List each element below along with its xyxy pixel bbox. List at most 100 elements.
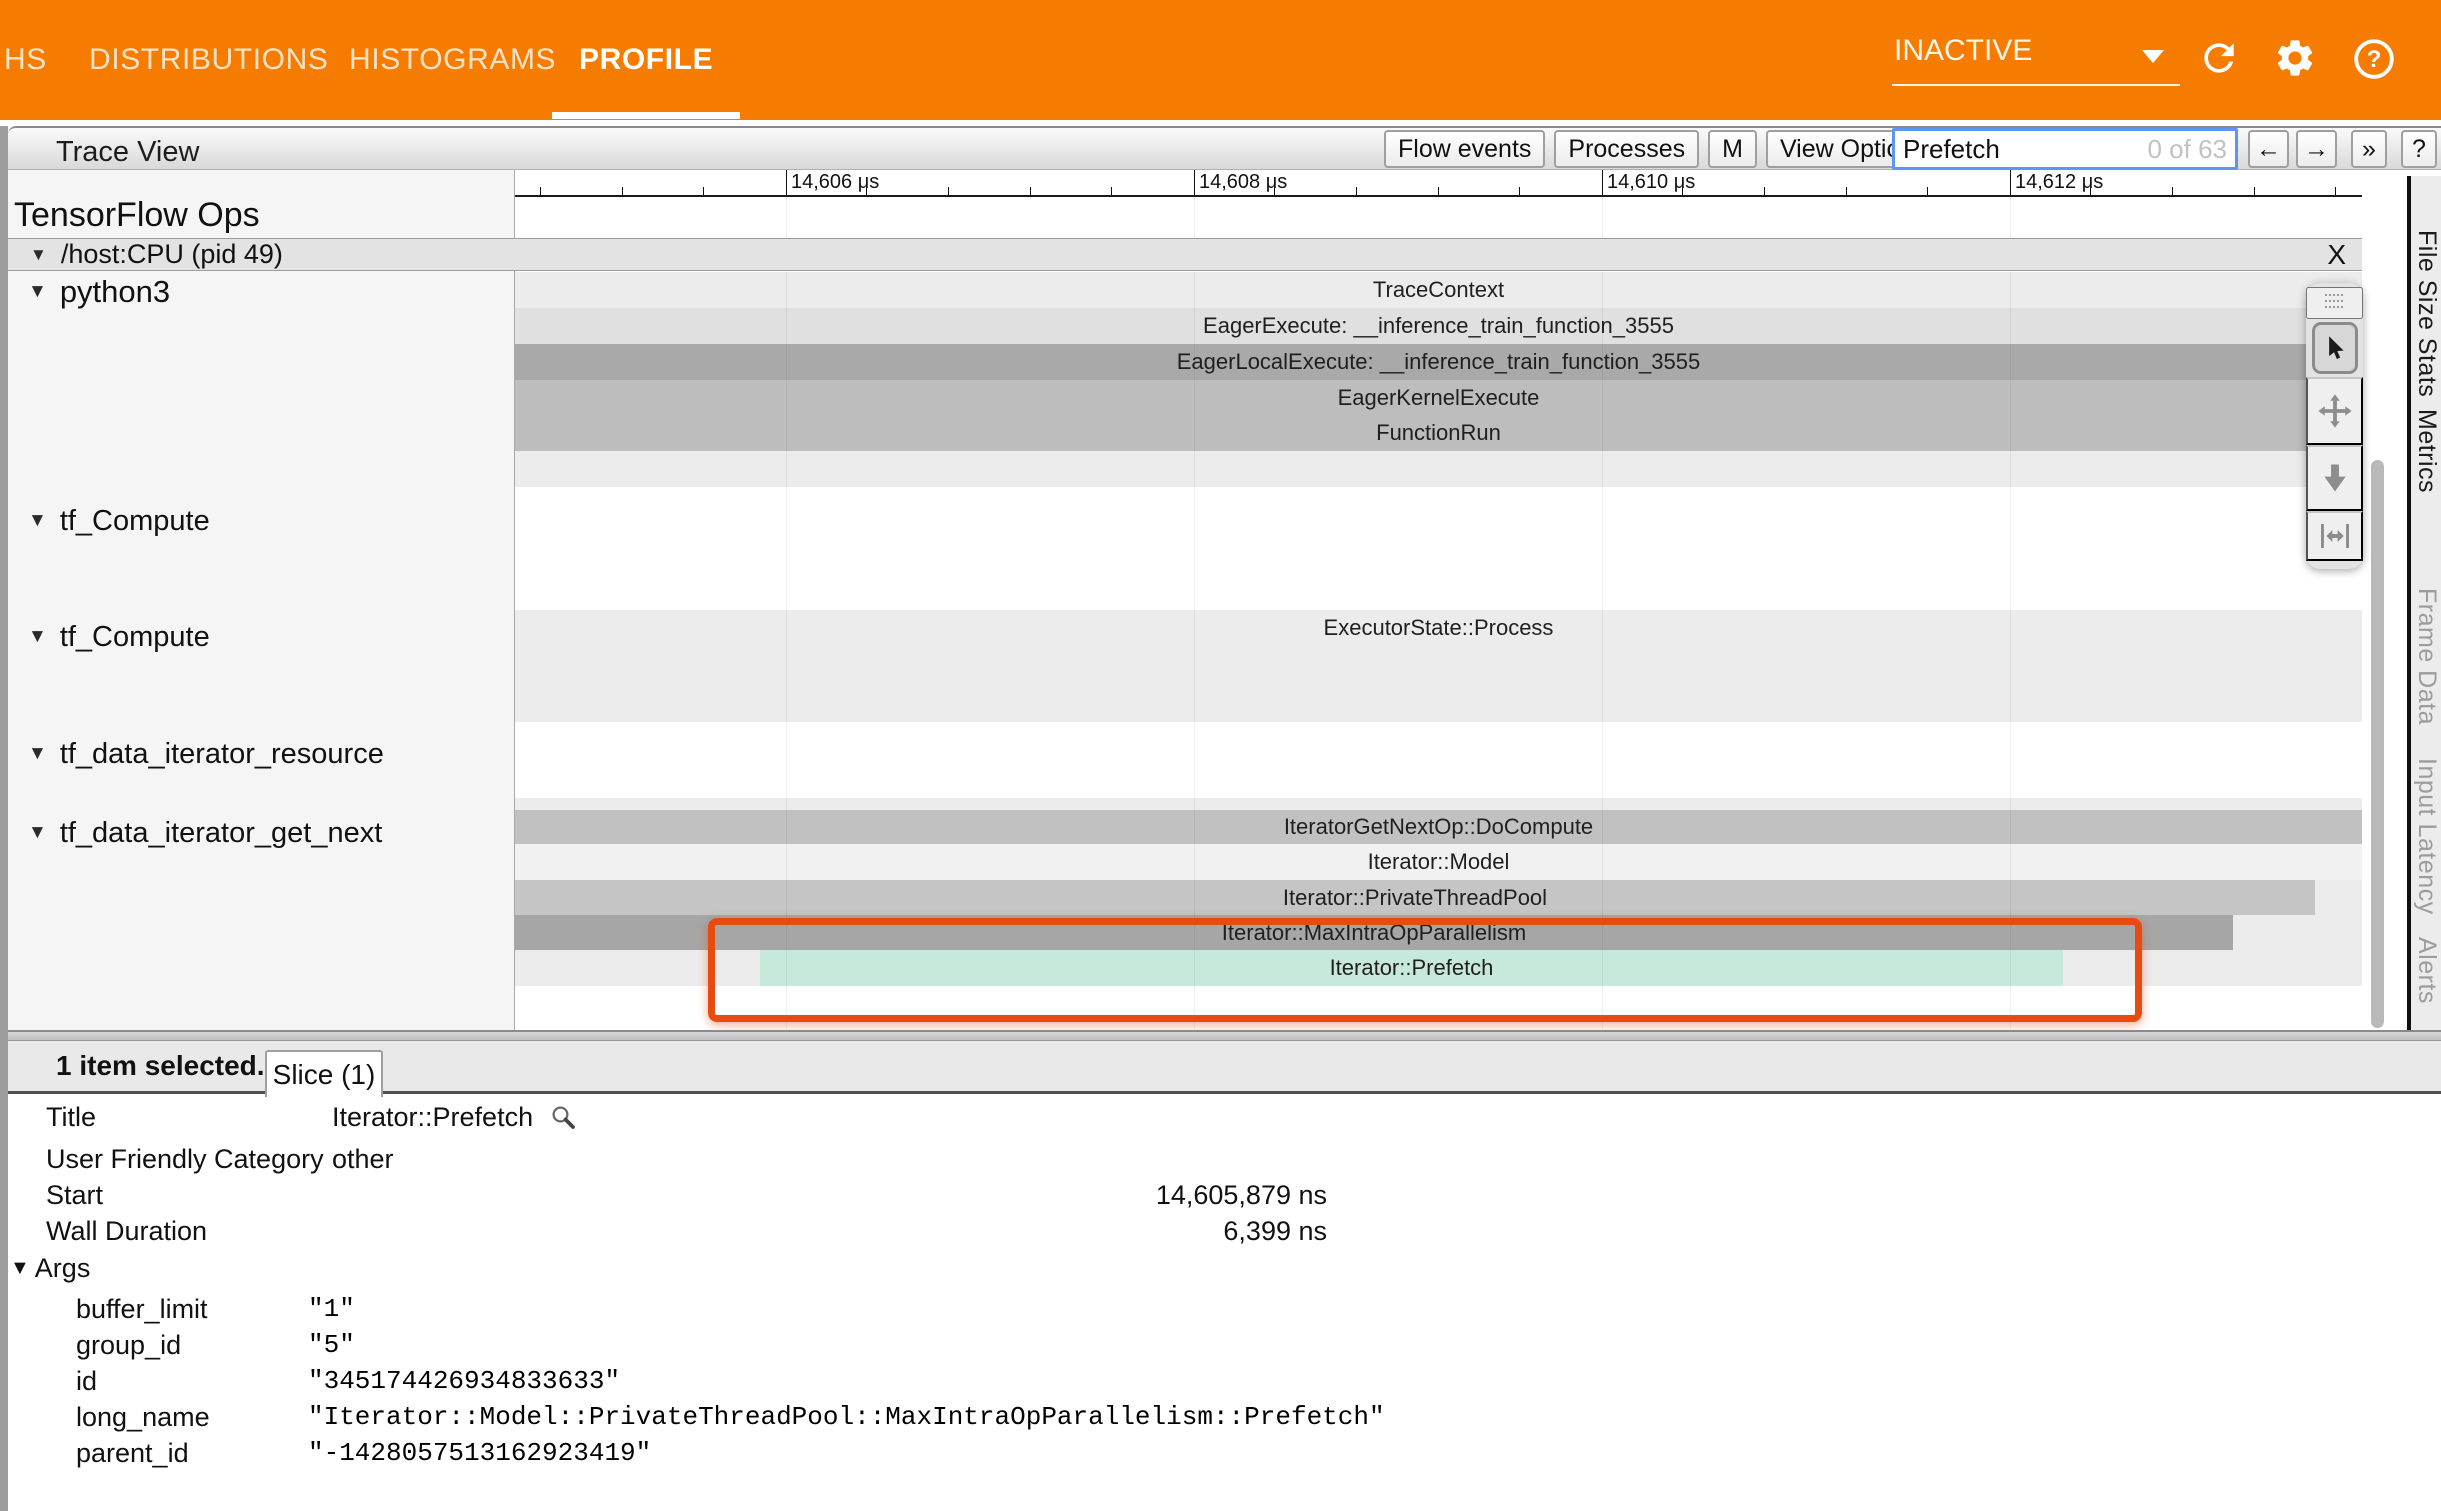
arg-key: id — [76, 1366, 98, 1396]
trace-empty-row — [515, 798, 2362, 810]
cursor-icon[interactable] — [2311, 322, 2358, 374]
toolbar-button-m[interactable]: M — [1708, 130, 1757, 168]
search-nav-button-1[interactable]: → — [2296, 130, 2337, 168]
selection-status: 1 item selected. — [56, 1050, 265, 1081]
arg-key: buffer_limit — [76, 1294, 208, 1324]
detail-label: Start — [46, 1180, 104, 1210]
ruler-tick-label: 14,612 μs — [2015, 171, 2104, 193]
close-process-button[interactable]: X — [2327, 238, 2346, 270]
header-tab-distributions[interactable]: DISTRIBUTIONS — [89, 43, 329, 76]
ruler-major-tick — [1602, 170, 1603, 195]
search-nav-buttons: ← → »? — [2248, 130, 2437, 168]
thread-label-text: tf_data_iterator_resource — [59, 737, 384, 770]
triangle-down-icon: ▼ — [30, 244, 47, 264]
arg-key: parent_id — [76, 1438, 189, 1468]
trace-event-bar[interactable]: Iterator::Prefetch — [760, 950, 2063, 986]
side-tab-input-latency[interactable]: Input Latency — [2413, 758, 2441, 915]
selection-highlight-box — [708, 918, 2142, 1022]
search-nav-button-2[interactable]: » — [2351, 130, 2387, 168]
timeline-gridline — [1194, 197, 1195, 1030]
trace-track-row: ExecutorState::Process — [515, 610, 2362, 646]
trace-empty-row — [515, 722, 2362, 798]
detail-row: Start 14,605,879 ns — [8, 1178, 1400, 1212]
trace-event-bar[interactable]: Iterator::Model — [515, 844, 2362, 880]
arg-value: "5" — [308, 1330, 355, 1360]
args-section-toggle[interactable]: ▼ Args — [10, 1252, 90, 1284]
track-sidebar: TensorFlow Ops ▼ python3 ▼ tf_Compute ▼ tf_Co… — [8, 170, 515, 1030]
toolbar-button-processes[interactable]: Processes — [1554, 130, 1700, 168]
panel-left-edge — [0, 126, 8, 1511]
triangle-down-icon: ▼ — [28, 626, 47, 647]
process-group-label: /host:CPU (pid 49) — [60, 239, 283, 269]
settings-button[interactable] — [2272, 36, 2318, 82]
timing-icon[interactable] — [2306, 511, 2363, 561]
ruler-minor-tick — [1111, 187, 1113, 195]
ruler-minor-tick — [621, 187, 623, 195]
search-result-count: 0 of 63 — [2147, 133, 2227, 164]
detail-row: Wall Duration 6,399 ns — [8, 1214, 1400, 1248]
trace-track-row: Iterator::Model — [515, 844, 2362, 880]
help-icon: ? — [2354, 39, 2394, 79]
trace-event-bar[interactable]: FunctionRun — [515, 415, 2362, 451]
ruler-minor-tick — [1845, 187, 1847, 195]
header-tab-histograms[interactable]: HISTOGRAMS — [349, 43, 557, 76]
search-nav-button-0[interactable]: ← — [2248, 130, 2289, 168]
side-tab-file-size-stats[interactable]: File Size Stats — [2413, 230, 2441, 398]
toolbar-button-flow-events[interactable]: Flow events — [1384, 130, 1546, 168]
pan-icon[interactable] — [2306, 377, 2363, 445]
timeline-gridline — [1602, 197, 1603, 1030]
ruler-minor-tick — [2172, 187, 2173, 195]
header-tab-hs[interactable]: HS — [4, 43, 47, 76]
process-group-header[interactable]: ▼ /host:CPU (pid 49) X — [8, 238, 2362, 271]
refresh-button[interactable] — [2196, 36, 2242, 82]
arg-value: "345174426934833633" — [308, 1366, 621, 1396]
detail-label: Title — [46, 1102, 97, 1132]
ruler-minor-tick — [1519, 187, 1521, 195]
chevron-down-icon — [2142, 50, 2164, 63]
trace-event-bar[interactable]: EagerKernelExecute — [515, 380, 2362, 415]
trace-empty-row — [515, 986, 2362, 1030]
trace-event-bar[interactable]: Iterator::PrivateThreadPool — [515, 880, 2315, 915]
zoom-icon[interactable] — [2306, 445, 2363, 511]
run-selector[interactable]: INACTIVE — [1892, 20, 2180, 90]
thread-label-tf_data_iterator_get_next[interactable]: ▼ tf_data_iterator_get_next — [28, 813, 382, 853]
ruler-major-tick — [1194, 170, 1195, 195]
search-input[interactable]: Prefetch 0 of 63 — [1892, 128, 2238, 170]
ruler-minor-tick — [1437, 187, 1439, 195]
trace-track-row: Iterator::PrivateThreadPool — [515, 880, 2362, 915]
thread-label-python3[interactable]: ▼ python3 — [28, 272, 170, 312]
help-button[interactable]: ? — [2351, 36, 2397, 82]
side-tab-frame-data[interactable]: Frame Data — [2413, 588, 2441, 725]
side-tab-metrics[interactable]: Metrics — [2413, 409, 2441, 494]
thread-label-text: tf_Compute — [59, 620, 210, 653]
trace-event-bar[interactable]: ExecutorState::Process — [515, 610, 2362, 646]
gear-icon — [2277, 40, 2313, 76]
detail-value: 14,605,879 ns — [1155, 1180, 1327, 1210]
magnifier-icon[interactable] — [548, 1102, 578, 1139]
tab-slice[interactable]: Slice (1) — [265, 1050, 383, 1097]
thread-label-tf_Compute[interactable]: ▼ tf_Compute — [28, 501, 210, 541]
side-tab-alerts[interactable]: Alerts — [2413, 937, 2441, 1004]
triangle-down-icon: ▼ — [28, 743, 47, 764]
trace-event-bar[interactable]: IteratorGetNextOp::DoCompute — [515, 810, 2362, 844]
panel-divider[interactable] — [8, 1030, 2441, 1041]
search-nav-button-3[interactable]: ? — [2401, 130, 2437, 168]
trace-event-bar[interactable]: TraceContext — [515, 272, 2362, 308]
ruler-minor-tick — [1356, 187, 1357, 195]
header-tab-profile[interactable]: PROFILE — [551, 0, 741, 120]
trace-empty-row — [515, 451, 2362, 487]
trace-event-bar[interactable]: EagerExecute: __inference_train_function… — [515, 308, 2362, 344]
run-selector-value: INACTIVE — [1894, 34, 2033, 67]
trace-track-row: EagerKernelExecute — [515, 380, 2362, 415]
ruler-tick-label: 14,608 μs — [1199, 171, 1288, 193]
thread-label-tf_Compute[interactable]: ▼ tf_Compute — [28, 617, 210, 657]
side-tabstrip — [2411, 176, 2441, 1030]
timeline-select-pattern-icon[interactable] — [2306, 287, 2363, 319]
trace-event-bar[interactable]: EagerLocalExecute: __inference_train_fun… — [515, 344, 2362, 380]
detail-row: User Friendly Category other — [8, 1142, 1400, 1176]
trace-track-row: IteratorGetNextOp::DoCompute — [515, 810, 2362, 844]
run-selector-underline — [1892, 84, 2180, 86]
arg-key: long_name — [76, 1402, 210, 1432]
vertical-scrollbar[interactable] — [2371, 460, 2384, 1028]
thread-label-tf_data_iterator_resource[interactable]: ▼ tf_data_iterator_resource — [28, 734, 384, 774]
